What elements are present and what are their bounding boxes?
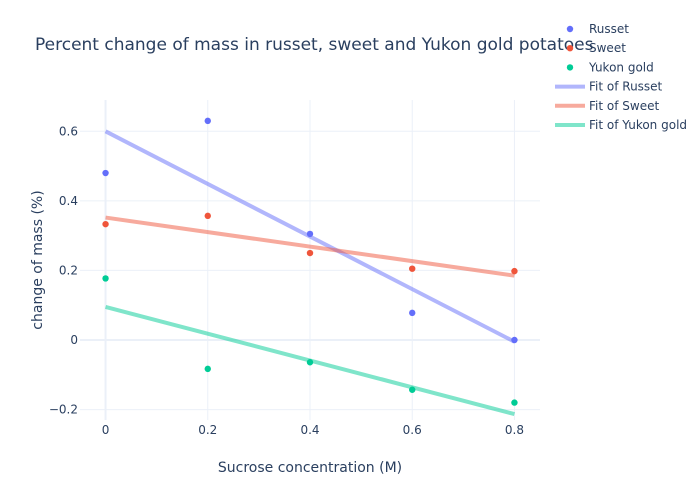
data-point-russet [204,117,211,125]
y-axis-title: change of mass (%) [30,190,46,329]
legend[interactable]: Russet Sweet Yukon gold Fit of Russet Fit of… [555,22,687,132]
legend-label: Yukon gold [588,60,654,74]
x-tick-label: 0.2 [198,423,217,437]
data-point-russet [511,336,518,344]
data-point-yukon-gold [511,399,518,406]
data-point-yukon-gold [306,359,314,366]
data-point-russet [409,309,416,317]
legend-item-sweet[interactable]: Sweet [566,41,626,55]
y-tick-label: 0.4 [59,194,78,208]
data-point-yukon-gold [204,365,211,373]
x-tick-label: 0.6 [403,423,422,437]
legend-label: Russet [589,22,629,36]
legend-label: Sweet [589,41,626,55]
data-point-russet [306,230,314,238]
y-tick-label: 0 [70,333,78,347]
data-point-sweet [102,220,109,228]
legend-item-russet[interactable]: Russet [566,22,629,36]
x-tick-label: 0.4 [300,423,319,437]
legend-item-fit-of-sweet[interactable]: Fit of Sweet [555,99,659,113]
legend-swatch [566,25,574,33]
data-point-sweet [306,249,314,257]
chart-title: Percent change of mass in russet, sweet … [35,35,594,55]
legend-label: Fit of Russet [589,80,663,94]
data-point-sweet [204,212,211,220]
legend-item-fit-of-russet[interactable]: Fit of Russet [555,80,663,94]
data-point-sweet [511,267,518,275]
data-point-sweet [409,265,416,272]
data-points [102,117,518,406]
data-point-yukon-gold [102,275,109,282]
series-line-fit-of-sweet [105,215,515,278]
x-tick-label: 0.8 [505,423,524,437]
grid [80,100,540,420]
legend-swatch [566,64,574,71]
x-tick-label: 0 [102,423,110,437]
y-tick-label: 0.2 [59,263,78,277]
legend-label: Fit of Sweet [589,99,659,113]
y-tick-label: −0.2 [49,403,78,417]
y-tick-label: 0.6 [59,124,78,138]
legend-label: Fit of Yukon gold [589,118,687,132]
x-axis-title: Sucrose concentration (M) [218,460,402,476]
data-point-russet [102,169,109,177]
tick-labels: −0.2 0 0.2 0.4 0.6 0 0.2 0.4 0.6 0.8 [49,124,524,437]
legend-swatch [566,45,574,52]
data-point-yukon-gold [409,386,416,393]
legend-item-yukon-gold[interactable]: Yukon gold [566,60,654,74]
legend-item-fit-of-yukon-gold[interactable]: Fit of Yukon gold [555,118,687,132]
